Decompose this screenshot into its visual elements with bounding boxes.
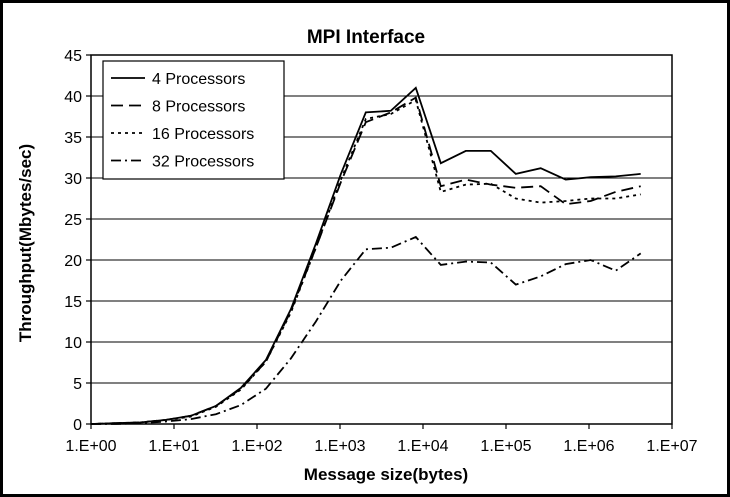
x-tick-label: 1.E+04	[397, 438, 448, 455]
y-axis-ticks: 0 5 10 15 20 25 30 35 40 45	[64, 48, 91, 434]
legend-box	[102, 60, 285, 180]
y-axis-label: Throughput(Mbytes/sec)	[16, 144, 35, 342]
legend-label: 16 Processors	[152, 126, 254, 143]
x-tick-label: 1.E+01	[148, 438, 199, 455]
y-tick-label: 20	[64, 253, 82, 270]
x-tick-label: 1.E+00	[65, 438, 116, 455]
chart-title: MPI Interface	[307, 27, 425, 48]
x-tick-label: 1.E+02	[231, 438, 282, 455]
legend-label: 8 Processors	[152, 99, 245, 116]
y-tick-label: 15	[64, 294, 82, 311]
x-tick-label: 1.E+06	[563, 438, 614, 455]
series-lines	[90, 86, 642, 425]
x-tick-label: 1.E+05	[480, 438, 531, 455]
y-tick-label: 35	[64, 130, 82, 147]
x-axis-ticks: 1.E+00 1.E+01 1.E+02 1.E+03 1.E+04 1.E+05 1.E+…	[65, 424, 698, 455]
legend: 4 Processors 8 Processors 16 Processors 32 …	[102, 60, 285, 180]
plot-area-border	[90, 54, 673, 425]
y-tick-label: 45	[64, 48, 82, 65]
y-tick-label: 10	[64, 335, 82, 352]
x-axis-label: Message size(bytes)	[304, 465, 468, 484]
x-tick-label: 1.E+03	[314, 438, 365, 455]
legend-label: 32 Processors	[152, 154, 254, 171]
series-line-3	[90, 98, 641, 425]
series-line-4	[91, 235, 642, 425]
y-tick-label: 0	[73, 417, 82, 434]
y-tick-label: 5	[73, 376, 82, 393]
x-tick-label: 1.E+07	[646, 438, 697, 455]
y-tick-label: 30	[64, 171, 82, 188]
y-tick-label: 25	[64, 212, 82, 229]
legend-label: 4 Processors	[152, 71, 245, 88]
y-tick-label: 40	[64, 89, 82, 106]
